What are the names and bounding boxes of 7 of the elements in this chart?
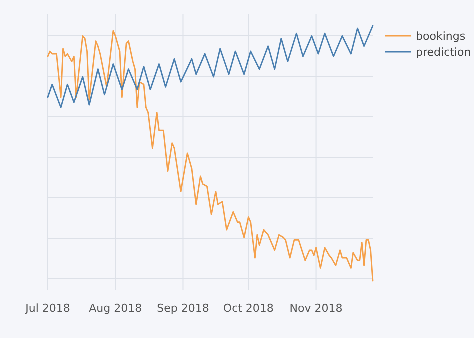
x-tick-label: Jul 2018 (24, 302, 70, 315)
x-tick-label: Sep 2018 (157, 302, 210, 315)
x-tick-label: Oct 2018 (223, 302, 274, 315)
legend-label: bookings (416, 30, 466, 43)
legend-label: prediction (416, 46, 472, 59)
x-tick-label: Aug 2018 (89, 302, 142, 315)
x-tick-label: Nov 2018 (290, 302, 343, 315)
